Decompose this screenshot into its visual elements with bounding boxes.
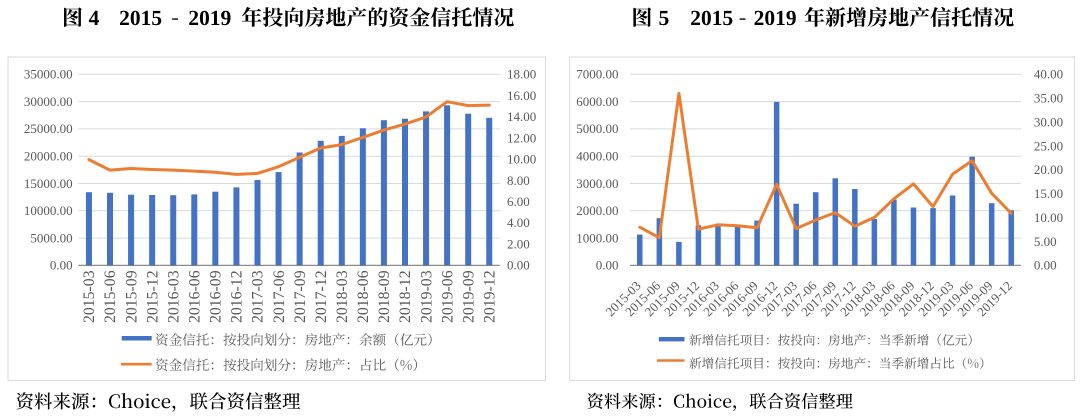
svg-text:2015-06: 2015-06 [102,270,119,323]
svg-text:2016-09: 2016-09 [208,270,225,323]
svg-text:4000.00: 4000.00 [576,149,618,164]
svg-text:2018-03: 2018-03 [334,270,351,323]
svg-text:6000.00: 6000.00 [576,94,618,109]
svg-text:15.00: 15.00 [1034,186,1063,201]
svg-text:8.00: 8.00 [507,173,530,188]
svg-text:4.00: 4.00 [507,215,530,230]
svg-text:10000.00: 10000.00 [24,203,73,218]
svg-text:14.00: 14.00 [507,109,536,124]
svg-text:2019-12: 2019-12 [482,270,499,323]
svg-text:1000.00: 1000.00 [576,230,618,245]
svg-text:10.00: 10.00 [507,152,536,167]
svg-text:40.00: 40.00 [1034,67,1063,82]
svg-text:30.00: 30.00 [1034,114,1063,129]
svg-text:2016-12: 2016-12 [229,270,246,323]
svg-text:0.00: 0.00 [596,258,619,273]
svg-text:15000.00: 15000.00 [24,176,73,191]
svg-text:3000.00: 3000.00 [576,176,618,191]
svg-text:30000.00: 30000.00 [24,94,73,109]
svg-text:2019-03: 2019-03 [418,270,435,323]
svg-text:25000.00: 25000.00 [24,121,73,136]
svg-text:12.00: 12.00 [507,130,536,145]
svg-text:2017-09: 2017-09 [292,270,309,323]
svg-text:0.00: 0.00 [50,258,73,273]
svg-text:2018-09: 2018-09 [376,270,393,323]
svg-text:18.00: 18.00 [507,67,536,82]
svg-text:2018-12: 2018-12 [397,270,414,323]
svg-text:7000.00: 7000.00 [576,67,618,82]
svg-text:2017-03: 2017-03 [250,270,267,323]
svg-text:5000.00: 5000.00 [30,230,72,245]
svg-text:2017-06: 2017-06 [271,270,288,323]
svg-text:2017-12: 2017-12 [313,270,330,323]
svg-text:2016-06: 2016-06 [187,270,204,323]
svg-text:35000.00: 35000.00 [24,67,73,82]
svg-text:5.00: 5.00 [1034,234,1057,249]
svg-text:20.00: 20.00 [1034,162,1063,177]
svg-text:2015-09: 2015-09 [123,270,140,323]
svg-text:2015-12: 2015-12 [144,270,161,323]
svg-text:2016-03: 2016-03 [165,270,182,323]
svg-text:6.00: 6.00 [507,194,530,209]
svg-text:2019-09: 2019-09 [460,270,477,323]
svg-text:20000.00: 20000.00 [24,149,73,164]
svg-text:0.00: 0.00 [1034,258,1057,273]
svg-text:2.00: 2.00 [507,237,530,252]
svg-text:25.00: 25.00 [1034,138,1063,153]
svg-text:35.00: 35.00 [1034,91,1063,106]
svg-text:5000.00: 5000.00 [576,121,618,136]
svg-text:2018-06: 2018-06 [355,270,372,323]
svg-text:2019-06: 2019-06 [439,270,456,323]
svg-text:16.00: 16.00 [507,88,536,103]
svg-text:2015-03: 2015-03 [81,270,98,323]
svg-text:10.00: 10.00 [1034,210,1063,225]
svg-text:0.00: 0.00 [507,258,530,273]
svg-text:2000.00: 2000.00 [576,203,618,218]
